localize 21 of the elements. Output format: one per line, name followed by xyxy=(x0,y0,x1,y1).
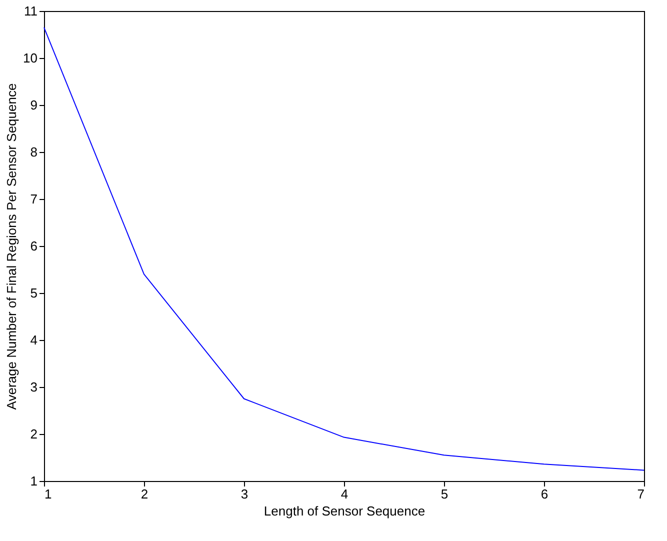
y-axis-title: Average Number of Final Regions Per Sensor Sequence xyxy=(4,83,20,410)
y-tick-label: 10 xyxy=(23,50,38,66)
y-tick-label: 11 xyxy=(24,4,38,18)
x-tick-label: 5 xyxy=(440,486,448,502)
x-tick-label: 2 xyxy=(140,486,148,502)
y-tick-label: 5 xyxy=(30,286,38,300)
y-tick-label: 2 xyxy=(30,426,38,442)
y-tick-label: 9 xyxy=(30,98,38,112)
x-tick-label: 6 xyxy=(540,486,548,502)
line-series xyxy=(44,26,644,471)
y-tick-label: 8 xyxy=(30,144,38,160)
y-tick-label: 4 xyxy=(30,332,38,348)
y-tick-label: 7 xyxy=(30,192,38,206)
x-axis-title: Length of Sensor Sequence xyxy=(264,504,426,518)
x-tick-label: 4 xyxy=(340,486,348,502)
y-tick-label: 1 xyxy=(30,474,38,488)
y-tick-label: 3 xyxy=(30,380,38,394)
x-tick-label: 7 xyxy=(637,486,644,502)
y-tick-label: 6 xyxy=(30,238,38,254)
x-tick-label: 1 xyxy=(44,486,52,502)
x-tick-label: 3 xyxy=(240,486,248,502)
